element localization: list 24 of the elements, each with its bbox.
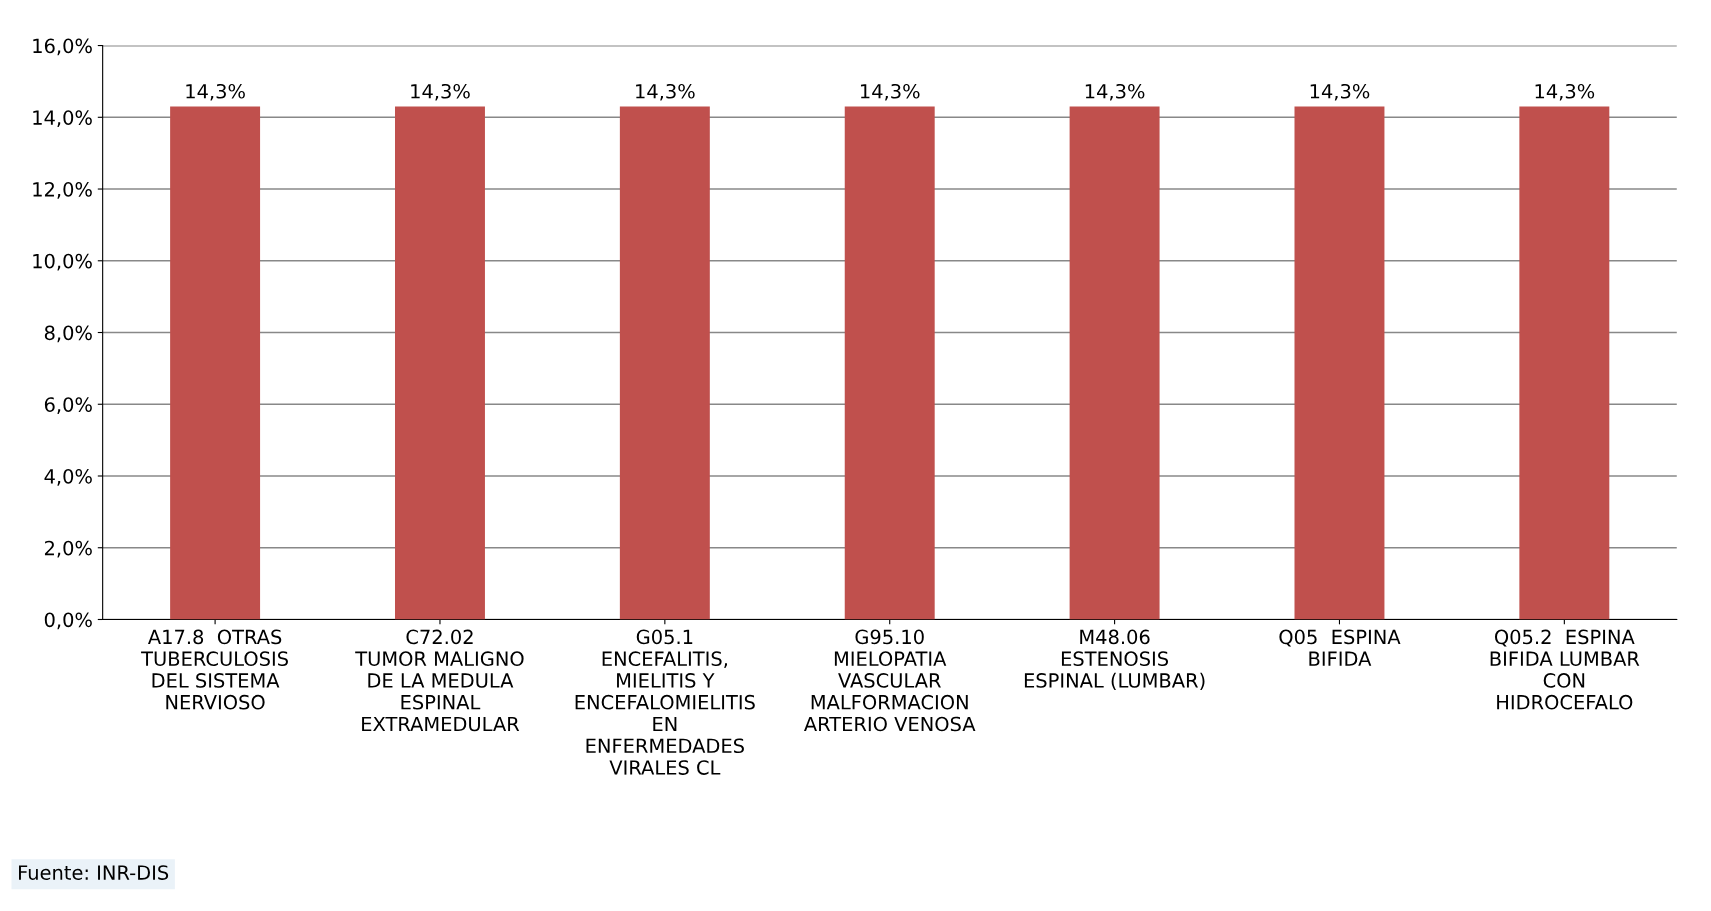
x-tick-label: G95.10 MIELOPATIA VASCULAR MALFORMACION ARTERIO VENOSA — [804, 629, 976, 732]
y-tick-label: 12,0% — [33, 181, 92, 199]
x-tick-label: Q05.2 ESPINA BIFIDA LUMBAR CON HIDROCEFALO — [1490, 629, 1640, 710]
y-tick-label: 10,0% — [33, 253, 92, 271]
data-label: 14,3% — [186, 83, 245, 101]
y-tick-label: 2,0% — [44, 540, 92, 558]
y-tick-label: 6,0% — [44, 397, 92, 414]
y-tick-label: 14,0% — [33, 110, 92, 127]
data-label: 14,3% — [1085, 83, 1145, 101]
data-label: 14,3% — [636, 83, 695, 101]
data-label: 14,3% — [860, 83, 920, 101]
x-tick-label: G05.1 ENCEFALITIS, MIELITIS Y ENCEFALOMIELITIS EN ENFERMEDADES VIRALES CL — [575, 629, 755, 775]
y-tick-label: 16,0% — [33, 38, 92, 56]
y-tick-label: 4,0% — [44, 468, 92, 486]
data-label: 14,3% — [411, 83, 470, 101]
x-tick-label: C72.02 TUMOR MALIGNO DE LA MEDULA ESPINAL EXTRAMEDULAR — [355, 629, 524, 732]
data-label: 14,3% — [1535, 83, 1595, 101]
source-note: Fuente: INR-DIS — [19, 865, 169, 880]
data-label: 14,3% — [1310, 83, 1370, 101]
x-tick-label: M48.06 ESTENOSIS ESPINAL (LUMBAR) — [1024, 629, 1205, 691]
x-tick-label: A17.8 OTRAS TUBERCULOSIS DEL SISTEMA NERVIOSO — [141, 629, 288, 710]
y-tick-label: 8,0% — [44, 325, 92, 343]
y-tick-label: 0,0% — [44, 612, 92, 630]
x-tick-label: Q05 ESPINA BIFIDA — [1279, 629, 1401, 666]
